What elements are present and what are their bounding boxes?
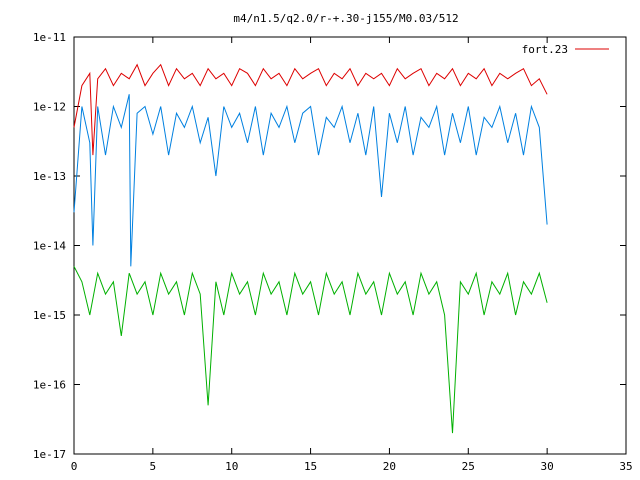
x-tick-label: 20 [383,460,396,473]
y-tick-label: 1e-12 [33,101,66,114]
y-tick-label: 1e-17 [33,448,66,461]
x-axis: 0 5 10 15 20 25 30 35 [71,37,633,473]
series-line-1 [73,63,548,156]
x-tick-label: 25 [462,460,475,473]
y-tick-label: 1e-14 [33,240,66,253]
y-tick-label: 1e-13 [33,170,66,183]
x-tick-label: 30 [541,460,554,473]
series-layer [73,63,548,434]
x-tick-label: 15 [304,460,317,473]
series-line-2 [73,94,548,267]
x-tick-label: 0 [71,460,78,473]
legend-label: fort.23 [522,43,568,56]
legend: fort.23 [522,43,609,56]
y-axis: 1e-17 1e-16 1e-15 1e-14 1e-13 1e-12 1e-11 [33,31,626,461]
y-tick-label: 1e-15 [33,309,66,322]
y-tick-label: 1e-11 [33,31,66,44]
series-line-3 [73,266,548,434]
plot-frame [73,36,627,455]
x-tick-label: 35 [619,460,632,473]
chart-title: m4/n1.5/q2.0/r-+.30-j155/M0.03/512 [233,12,458,25]
x-tick-label: 5 [150,460,157,473]
x-tick-label: 10 [225,460,238,473]
y-tick-label: 1e-16 [33,379,66,392]
